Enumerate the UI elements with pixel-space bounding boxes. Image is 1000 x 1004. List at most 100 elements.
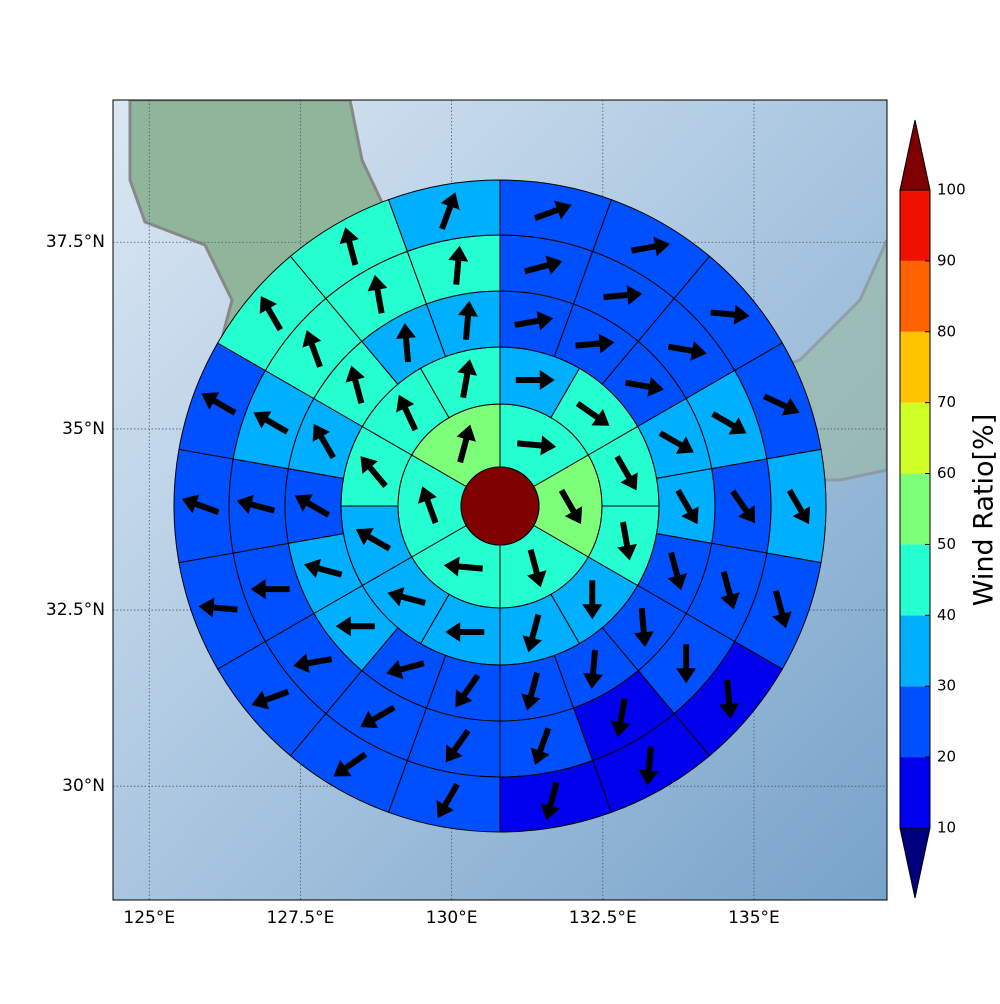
wind-arrow: [418, 486, 439, 524]
wind-arrow: [443, 556, 483, 577]
wind-arrow: [614, 455, 638, 491]
colorbar-tick-label: 30: [937, 677, 956, 695]
wind-arrow: [250, 579, 290, 600]
wind-arrow: [312, 423, 336, 460]
wind-arrow: [638, 746, 659, 786]
wind-arrow: [293, 653, 333, 674]
wind-arrow: [583, 649, 603, 689]
x-tick-label: 127.5°E: [266, 908, 334, 928]
colorbar-tick-label: 50: [937, 535, 956, 553]
wind-arrow: [355, 528, 392, 552]
colorbar-tick-label: 20: [937, 748, 956, 766]
wind-arrow: [710, 304, 750, 325]
wind-arrow: [772, 589, 792, 629]
wind-arrow: [582, 580, 603, 620]
wind-arrow: [633, 608, 654, 648]
wind-arrow: [445, 622, 485, 643]
colorbar-label: Wind Ratio[%]: [969, 414, 1000, 606]
y-tick-label: 37.5°N: [46, 232, 105, 252]
colorbar-segment: [900, 615, 930, 687]
colorbar-segment: [900, 260, 930, 332]
wind-arrow: [303, 558, 343, 579]
wind-arrow: [730, 489, 756, 524]
wind-arrow: [236, 494, 276, 515]
wind-arrow: [719, 679, 740, 719]
x-tick-label: 135°E: [728, 908, 780, 928]
wind-arrow: [253, 411, 289, 435]
wind-arrow: [631, 236, 670, 257]
wind-arrow: [198, 597, 238, 618]
colorbar-tick-label: 10: [937, 819, 956, 837]
colorbar: 10 20 30 40 50 60 70 80 90 100: [899, 119, 966, 899]
wind-arrow: [558, 488, 583, 525]
wind-arrow: [675, 488, 699, 525]
wind-arrow: [181, 494, 220, 515]
wind-arrow: [522, 613, 542, 653]
wind-arrow: [711, 411, 747, 435]
wind-arrow: [524, 255, 563, 275]
wind-arrow: [360, 704, 396, 729]
wind-arrow: [786, 488, 811, 525]
wind-arrow: [445, 728, 471, 763]
y-tick-label: 32.5°N: [46, 600, 105, 620]
colorbar-segment: [900, 686, 930, 758]
colorbar-segment: [900, 402, 930, 474]
wind-arrow: [259, 295, 283, 332]
wind-arrow: [575, 400, 610, 426]
wind-arrow: [387, 587, 426, 607]
wind-arrow: [457, 359, 478, 399]
wind-arrow: [610, 698, 631, 738]
wind-arrow: [396, 394, 419, 432]
colorbar-segment: [900, 331, 930, 403]
wind-arrow: [251, 688, 290, 710]
wind-arrow: [335, 616, 375, 637]
wind-arrow: [439, 192, 460, 230]
x-tick-label: 125°E: [123, 908, 175, 928]
wind-arrow: [527, 548, 547, 588]
center-cell: [460, 466, 540, 546]
y-tick-label: 30°N: [62, 776, 105, 796]
wind-arrow: [617, 521, 637, 561]
wind-arrow: [676, 644, 697, 684]
colorbar-tick-label: 80: [937, 322, 956, 340]
wind-arrow: [294, 494, 331, 518]
wind-arrow: [540, 781, 560, 821]
colorbar-tick-label: 40: [937, 606, 956, 624]
wind-arrow: [533, 200, 572, 222]
wind-arrow: [514, 310, 554, 331]
wind-arrow: [333, 751, 368, 777]
map-frame: [112, 99, 888, 901]
wind-arrow: [339, 227, 359, 266]
wind-arrow: [625, 376, 664, 397]
colorbar-extend-max: [899, 119, 931, 191]
x-tick-label: 130°E: [426, 908, 478, 928]
wind-arrow: [762, 393, 800, 416]
wind-arrow: [658, 430, 694, 454]
colorbar-tick-label: 60: [937, 464, 956, 482]
wind-arrow: [345, 365, 365, 404]
wind-arrow: [458, 300, 479, 341]
colorbar-tick-label: 100: [937, 181, 966, 199]
wind-rose: [173, 179, 827, 833]
colorbar-extend-min: [899, 827, 931, 899]
wind-arrow: [396, 323, 416, 363]
wind-arrow: [530, 727, 552, 766]
colorbar-segment: [900, 473, 930, 545]
colorbar-segment: [900, 544, 930, 616]
y-tick-label: 35°N: [62, 419, 105, 439]
colorbar-tick-label: 70: [937, 393, 956, 411]
wind-arrow: [302, 330, 323, 368]
colorbar-segment: [900, 190, 930, 261]
wind-arrow: [367, 274, 388, 314]
wind-arrow: [575, 333, 615, 354]
wind-arrow: [386, 659, 425, 680]
wind-arrow: [201, 392, 237, 416]
wind-arrow: [455, 673, 481, 708]
wind-arrow: [521, 671, 541, 711]
wind-arrow: [515, 369, 555, 390]
wind-arrow: [667, 340, 707, 361]
wind-arrow: [360, 456, 388, 488]
colorbar-segment: [900, 757, 930, 828]
wind-arrow: [667, 551, 687, 591]
